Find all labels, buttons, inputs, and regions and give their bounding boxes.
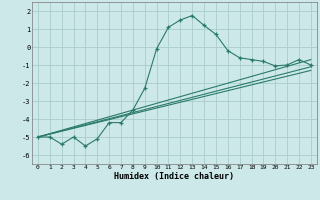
X-axis label: Humidex (Indice chaleur): Humidex (Indice chaleur): [115, 172, 234, 181]
